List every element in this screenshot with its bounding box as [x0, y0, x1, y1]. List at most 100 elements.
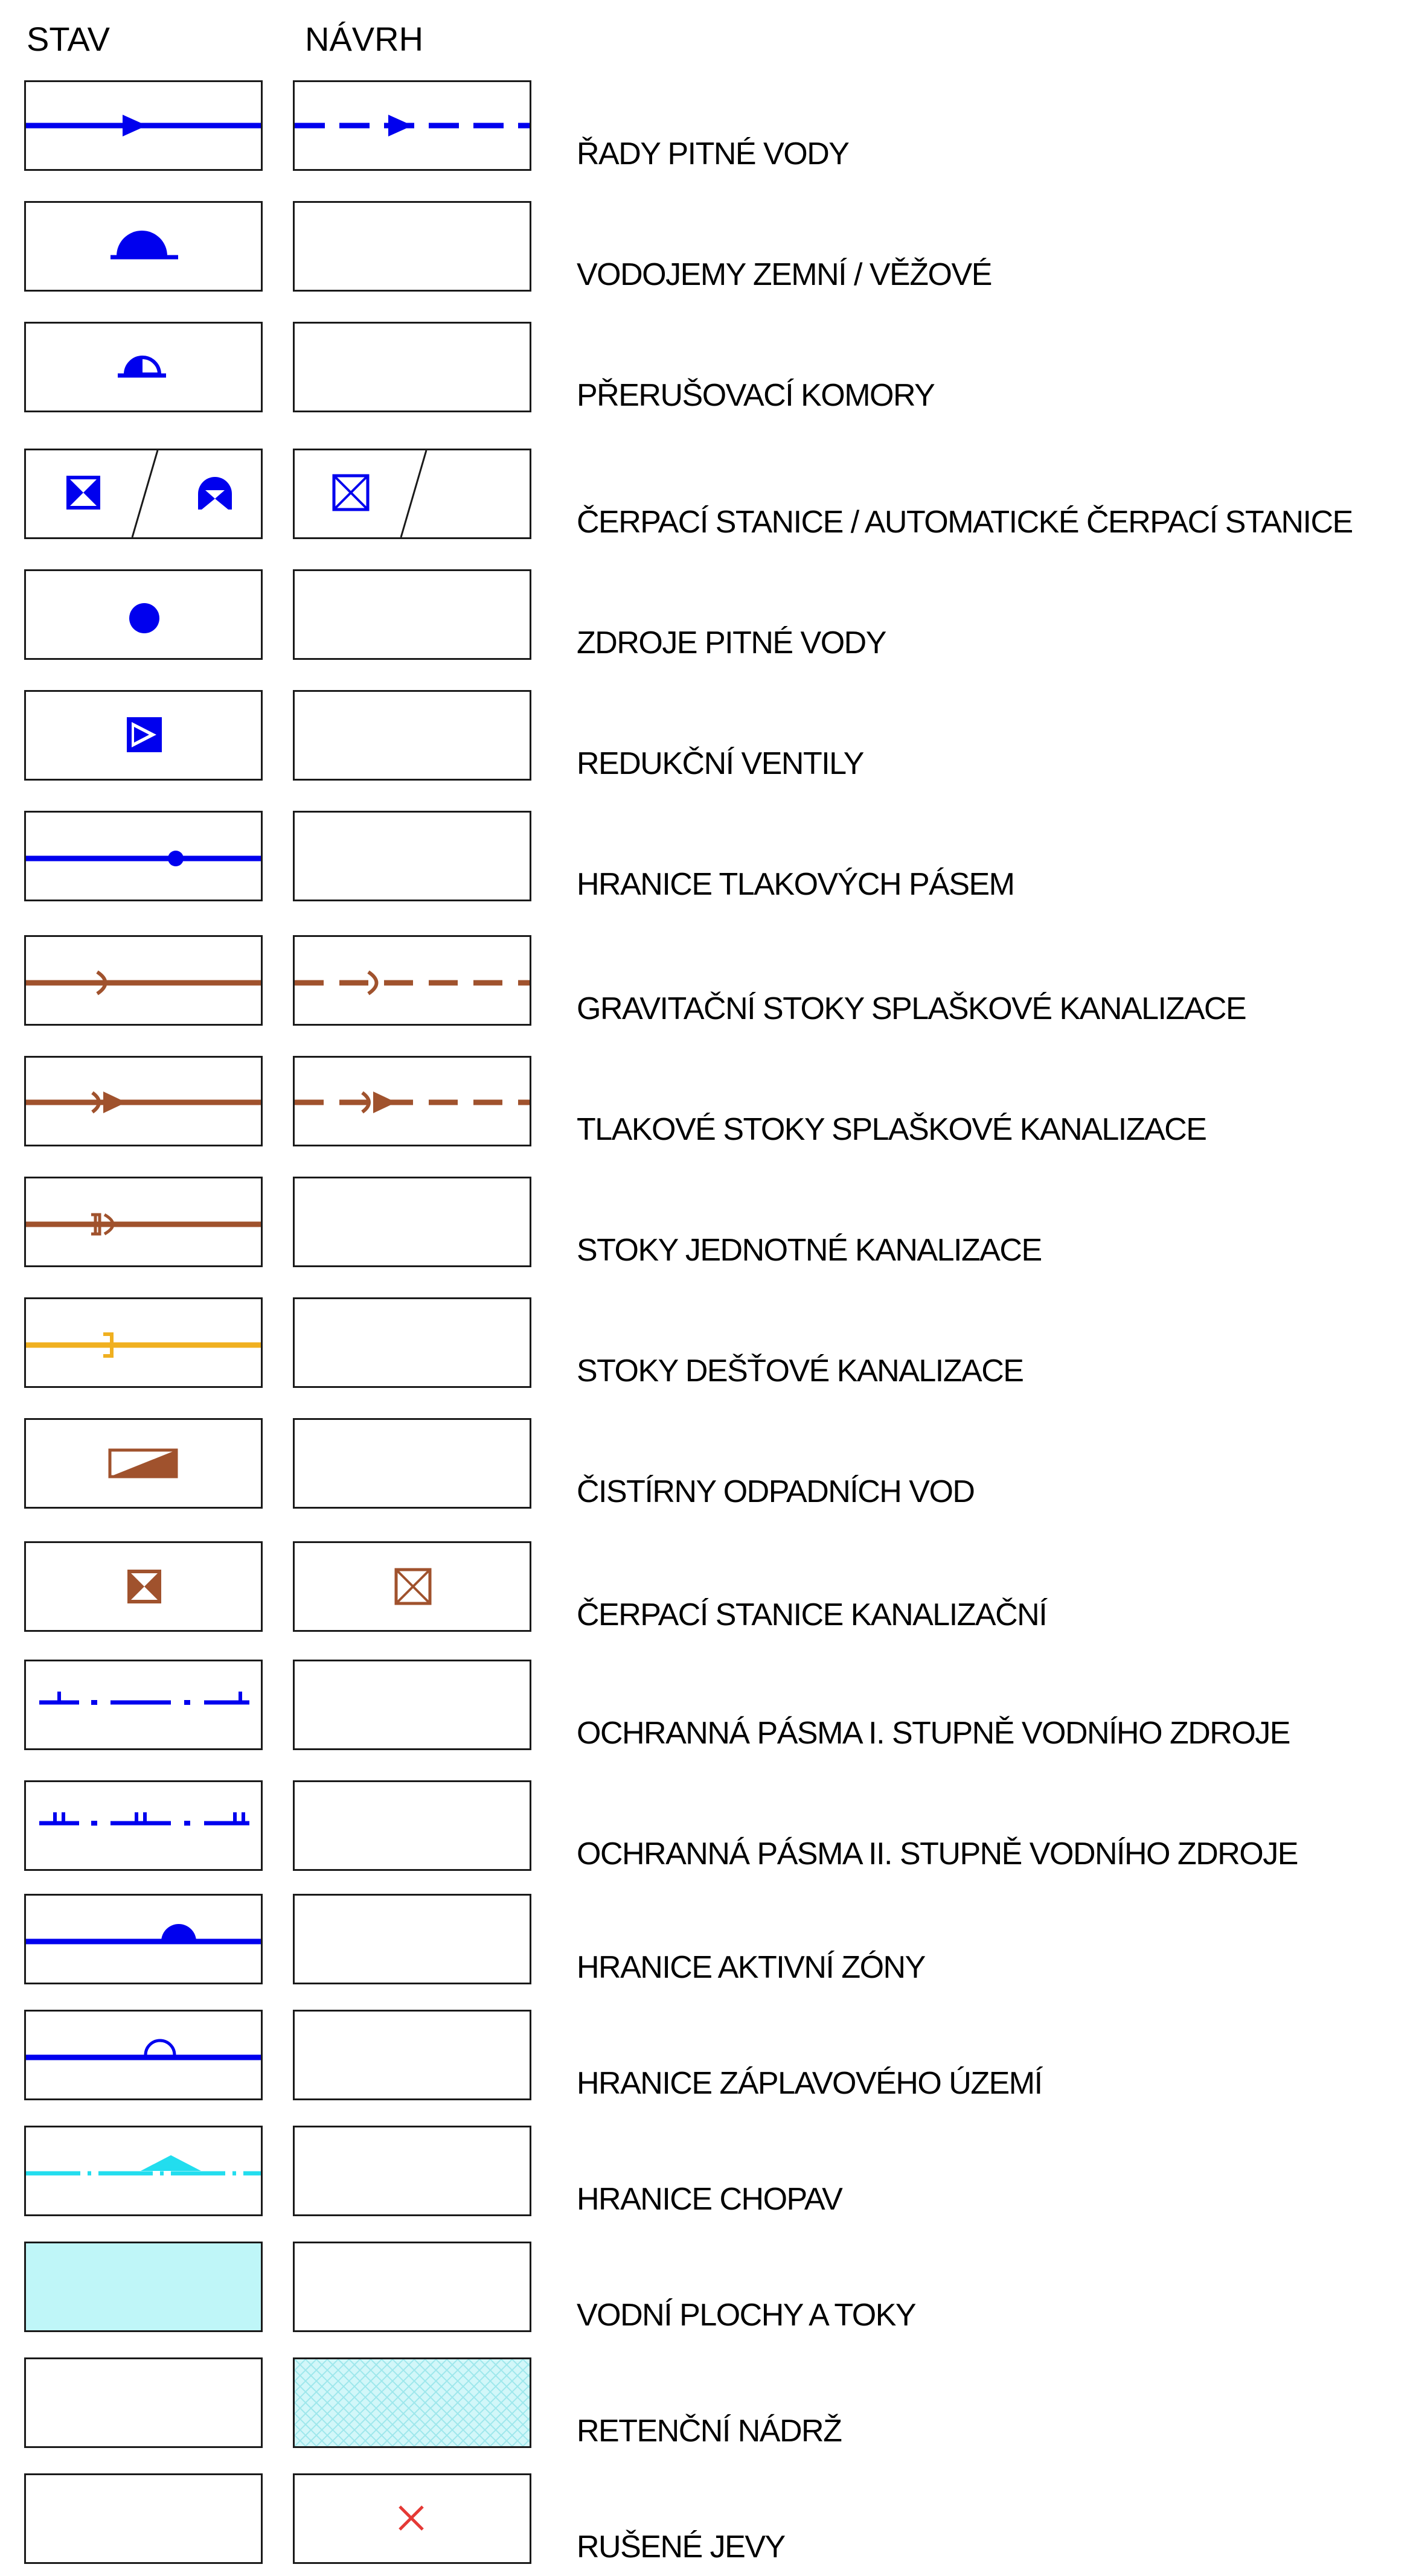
water-main-proposed-icon	[295, 115, 530, 136]
legend-row: OCHRANNÁ PÁSMA I. STUPNĚ VODNÍHO ZDROJE	[0, 1660, 1416, 1762]
stav-symbol-box	[24, 1056, 263, 1146]
water-main-existing-icon	[26, 115, 261, 136]
navrh-symbol-box	[293, 1541, 531, 1632]
legend-row: HRANICE CHOPAV	[0, 2126, 1416, 2228]
legend-label: GRAVITAČNÍ STOKY SPLAŠKOVÉ KANALIZACE	[577, 991, 1247, 1026]
legend-label: TLAKOVÉ STOKY SPLAŠKOVÉ KANALIZACE	[577, 1112, 1207, 1147]
stav-symbol-box	[24, 2357, 263, 2448]
stav-symbol-box	[24, 2126, 263, 2216]
stav-symbol-box	[24, 2010, 263, 2100]
stav-symbol-box	[24, 449, 263, 539]
legend-row: TLAKOVÉ STOKY SPLAŠKOVÉ KANALIZACE	[0, 1056, 1416, 1159]
stav-symbol-box	[24, 1780, 263, 1871]
legend-row: ZDROJE PITNÉ VODY	[0, 569, 1416, 672]
header-navrh: NÁVRH	[305, 20, 424, 58]
pressure-sewer-proposed-icon	[295, 1091, 530, 1114]
navrh-symbol-box	[293, 811, 531, 901]
legend-row: HRANICE ZÁPLAVOVÉHO ÚZEMÍ	[0, 2010, 1416, 2112]
stav-symbol-box	[24, 1660, 263, 1750]
pumping-station-icon	[66, 450, 232, 538]
navrh-symbol-box	[293, 935, 531, 1026]
legend-label: ČERPACÍ STANICE / AUTOMATICKÉ ČERPACÍ ST…	[577, 505, 1353, 540]
legend-row: ČERPACÍ STANICE / AUTOMATICKÉ ČERPACÍ ST…	[0, 449, 1416, 551]
legend-label: ČISTÍRNY ODPADNÍCH VOD	[577, 1474, 975, 1509]
stav-symbol-box	[24, 1894, 263, 1984]
legend-row: ŘADY PITNÉ VODY	[0, 80, 1416, 183]
legend-row: VODNÍ PLOCHY A TOKY	[0, 2242, 1416, 2344]
legend-label: HRANICE TLAKOVÝCH PÁSEM	[577, 867, 1015, 902]
combined-sewer-icon	[26, 1213, 261, 1236]
pressure-sewer-existing-icon	[26, 1091, 261, 1114]
navrh-symbol-box	[293, 2473, 531, 2564]
gravity-sewer-proposed-icon	[295, 970, 530, 996]
navrh-symbol-box	[293, 690, 531, 781]
legend-row: REDUKČNÍ VENTILY	[0, 690, 1416, 793]
navrh-symbol-box	[293, 1780, 531, 1871]
legend-label: HRANICE CHOPAV	[577, 2182, 843, 2217]
navrh-symbol-box	[293, 201, 531, 292]
legend-label: OCHRANNÁ PÁSMA I. STUPNĚ VODNÍHO ZDROJE	[577, 1716, 1291, 1751]
legend-label: ŘADY PITNÉ VODY	[577, 136, 850, 171]
pumping-station-proposed-icon	[332, 450, 428, 538]
navrh-symbol-box	[293, 322, 531, 412]
gravity-sewer-existing-icon	[26, 970, 261, 996]
legend-row: GRAVITAČNÍ STOKY SPLAŠKOVÉ KANALIZACE	[0, 935, 1416, 1038]
stav-symbol-box	[24, 811, 263, 901]
header-stav: STAV	[27, 20, 110, 58]
chopav-boundary-icon	[26, 2155, 261, 2176]
stav-symbol-box	[24, 935, 263, 1026]
navrh-symbol-box	[293, 2126, 531, 2216]
navrh-symbol-box	[293, 1418, 531, 1509]
navrh-symbol-box	[293, 2010, 531, 2100]
wastewater-plant-icon	[108, 1448, 178, 1478]
legend-label: RUŠENÉ JEVY	[577, 2530, 786, 2565]
legend-label: OCHRANNÁ PÁSMA II. STUPNĚ VODNÍHO ZDROJE	[577, 1836, 1298, 1871]
legend-label: VODNÍ PLOCHY A TOKY	[577, 2298, 917, 2333]
legend-row: HRANICE TLAKOVÝCH PÁSEM	[0, 811, 1416, 913]
legend-row: PŘERUŠOVACÍ KOMORY	[0, 322, 1416, 424]
navrh-symbol-box	[293, 2242, 531, 2332]
navrh-symbol-box	[293, 449, 531, 539]
legend-row: VODOJEMY ZEMNÍ / VĚŽOVÉ	[0, 201, 1416, 304]
water-source-icon	[129, 603, 159, 633]
legend-label: STOKY DEŠŤOVÉ KANALIZACE	[577, 1354, 1024, 1389]
flood-area-boundary-icon	[26, 2039, 261, 2060]
navrh-symbol-box	[293, 80, 531, 171]
stav-symbol-box	[24, 1418, 263, 1509]
reservoir-icon	[111, 231, 178, 260]
legend-label: ZDROJE PITNÉ VODY	[577, 625, 886, 660]
stav-symbol-box	[24, 569, 263, 660]
navrh-symbol-box	[293, 1660, 531, 1750]
stav-symbol-box	[24, 1541, 263, 1632]
legend-row: RETENČNÍ NÁDRŽ	[0, 2357, 1416, 2460]
legend-label: PŘERUŠOVACÍ KOMORY	[577, 378, 935, 413]
stav-symbol-box	[24, 690, 263, 781]
protection-zone-2-icon	[39, 1812, 249, 1826]
navrh-symbol-box	[293, 569, 531, 660]
legend-row: OCHRANNÁ PÁSMA II. STUPNĚ VODNÍHO ZDROJE	[0, 1780, 1416, 1883]
legend-label: REDUKČNÍ VENTILY	[577, 746, 864, 781]
sewer-pumping-station-icon	[127, 1570, 161, 1603]
navrh-symbol-box	[293, 1297, 531, 1388]
stav-symbol-box	[24, 2473, 263, 2564]
legend-label: STOKY JEDNOTNÉ KANALIZACE	[577, 1233, 1042, 1268]
legend-row: HRANICE AKTIVNÍ ZÓNY	[0, 1894, 1416, 1996]
stav-symbol-box	[24, 1177, 263, 1267]
legend-row: ČERPACÍ STANICE KANALIZAČNÍ	[0, 1541, 1416, 1644]
cancel-x-icon	[399, 2505, 424, 2531]
stav-symbol-box	[24, 201, 263, 292]
legend-row: ČISTÍRNY ODPADNÍCH VOD	[0, 1418, 1416, 1521]
pressure-zone-boundary-icon	[26, 851, 261, 866]
legend-label: ČERPACÍ STANICE KANALIZAČNÍ	[577, 1597, 1048, 1632]
legend-row: RUŠENÉ JEVY	[0, 2473, 1416, 2576]
stav-symbol-box	[24, 80, 263, 171]
reducing-valve-icon	[127, 717, 162, 752]
legend-label: HRANICE ZÁPLAVOVÉHO ÚZEMÍ	[577, 2066, 1043, 2101]
legend-label: RETENČNÍ NÁDRŽ	[577, 2414, 842, 2449]
navrh-symbol-box	[293, 1894, 531, 1984]
active-zone-boundary-icon	[26, 1924, 261, 1945]
legend-row: STOKY DEŠŤOVÉ KANALIZACE	[0, 1297, 1416, 1400]
stav-symbol-box	[24, 322, 263, 412]
storm-sewer-icon	[26, 1332, 261, 1358]
stav-symbol-box	[24, 2242, 263, 2332]
